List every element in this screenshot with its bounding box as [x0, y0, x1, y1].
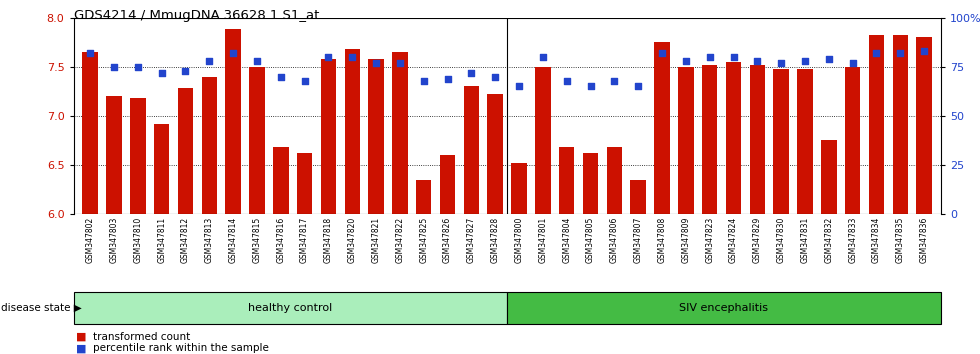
Point [130, 64, 146, 70]
Bar [821, 141, 837, 354]
Point [702, 54, 717, 60]
Point [821, 56, 837, 62]
Bar [273, 147, 288, 354]
Point [273, 74, 289, 79]
Bar [225, 29, 241, 354]
Point [630, 84, 646, 89]
Text: ■: ■ [76, 343, 87, 353]
Point [868, 50, 884, 56]
Bar [508, 292, 941, 324]
Bar [702, 65, 717, 354]
Bar [440, 155, 456, 354]
Text: percentile rank within the sample: percentile rank within the sample [93, 343, 269, 353]
Bar [678, 67, 694, 354]
Bar [392, 52, 408, 354]
Point [773, 60, 789, 66]
Bar [916, 37, 932, 354]
Text: SIV encephalitis: SIV encephalitis [679, 303, 768, 313]
Bar [416, 180, 431, 354]
Bar [583, 153, 598, 354]
Text: GDS4214 / MmugDNA.36628.1.S1_at: GDS4214 / MmugDNA.36628.1.S1_at [74, 9, 318, 22]
Point [893, 50, 908, 56]
Bar [512, 163, 527, 354]
Bar [559, 147, 574, 354]
Point [725, 54, 741, 60]
Bar [106, 96, 122, 354]
Point [535, 54, 551, 60]
Point [655, 50, 670, 56]
Point [344, 54, 360, 60]
Bar [154, 124, 170, 354]
Bar [345, 49, 360, 354]
Point [916, 48, 932, 54]
Point [750, 58, 765, 64]
Point [177, 68, 193, 74]
Bar [655, 42, 669, 354]
Bar [868, 35, 884, 354]
Bar [249, 67, 265, 354]
Point [249, 58, 265, 64]
Point [320, 54, 336, 60]
Text: disease state ▶: disease state ▶ [1, 303, 81, 313]
Bar [893, 35, 908, 354]
Point [512, 84, 527, 89]
Point [487, 74, 503, 79]
Point [440, 76, 456, 81]
Point [845, 60, 860, 66]
Bar [630, 180, 646, 354]
Bar [130, 98, 146, 354]
Bar [750, 65, 765, 354]
Bar [368, 59, 384, 354]
Point [106, 64, 122, 70]
Bar [535, 67, 551, 354]
Bar [202, 76, 217, 354]
Text: healthy control: healthy control [248, 303, 332, 313]
Bar [773, 69, 789, 354]
Bar [320, 59, 336, 354]
Point [202, 58, 218, 64]
Bar [607, 147, 622, 354]
Point [464, 70, 479, 75]
Text: transformed count: transformed count [93, 332, 190, 342]
Point [559, 78, 574, 84]
Point [392, 60, 408, 66]
Point [416, 78, 431, 84]
Bar [487, 94, 503, 354]
Point [154, 70, 170, 75]
Point [678, 58, 694, 64]
Point [583, 84, 599, 89]
Point [797, 58, 812, 64]
Point [82, 50, 98, 56]
Bar [845, 67, 860, 354]
Bar [297, 153, 313, 354]
Point [297, 78, 313, 84]
Text: ■: ■ [76, 332, 87, 342]
Point [368, 60, 384, 66]
Bar [74, 292, 508, 324]
Bar [726, 62, 741, 354]
Bar [464, 86, 479, 354]
Point [225, 50, 241, 56]
Bar [177, 88, 193, 354]
Bar [82, 52, 98, 354]
Bar [798, 69, 812, 354]
Point [607, 78, 622, 84]
